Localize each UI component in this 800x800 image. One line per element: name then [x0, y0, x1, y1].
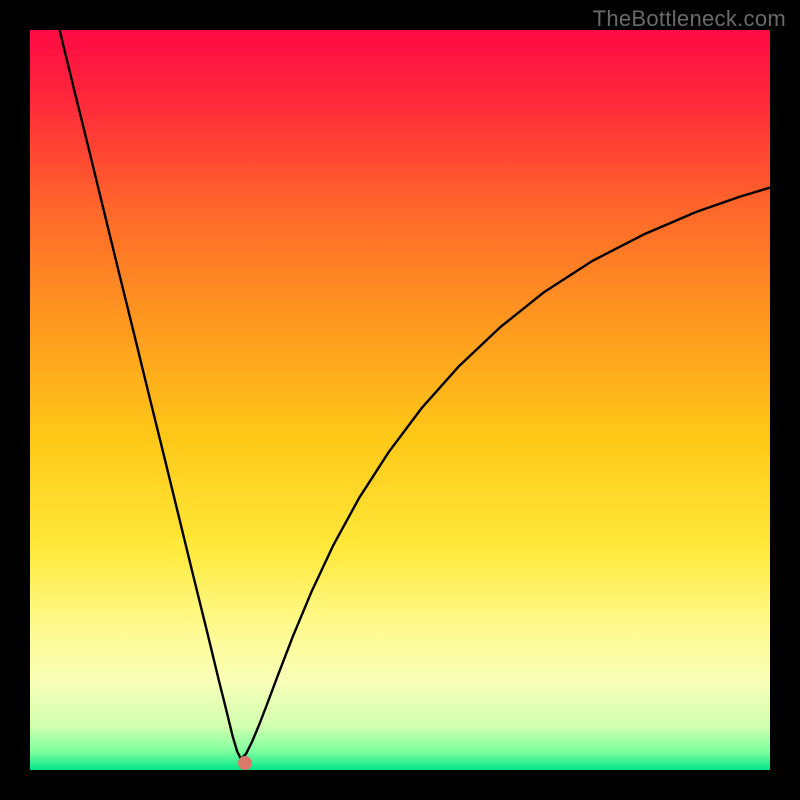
chart-plot-area: [30, 30, 770, 770]
bottleneck-curve: [30, 30, 770, 770]
minimum-marker-dot: [238, 756, 252, 770]
watermark-text: TheBottleneck.com: [593, 6, 786, 32]
